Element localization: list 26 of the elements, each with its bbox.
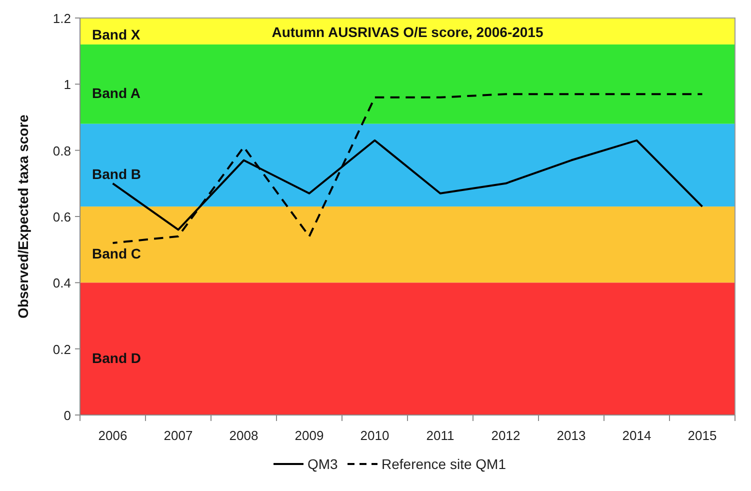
y-tick-label: 1 <box>64 77 71 92</box>
legend-label: Reference site QM1 <box>382 456 506 472</box>
band-label: Band C <box>92 246 141 262</box>
y-tick-label: 1.2 <box>52 11 71 26</box>
x-tick-label: 2014 <box>622 428 652 443</box>
y-tick-label: 0 <box>64 408 71 423</box>
x-tick-label: 2009 <box>294 428 324 443</box>
text: Autumn AUSRIVAS O/E score, 2006-2015 <box>272 24 544 40</box>
y-tick-label: 0.6 <box>52 210 71 224</box>
y-axis-title: Observed/Expected taxa score <box>15 114 31 318</box>
x-tick-label: 2015 <box>688 428 717 443</box>
x-tick-label: 2008 <box>229 428 258 443</box>
band-label: Band B <box>92 166 141 182</box>
x-tick-label: 2011 <box>426 428 454 443</box>
y-tick-label: 0.2 <box>52 342 71 357</box>
x-tick-label: 2010 <box>360 428 390 443</box>
legend-label: QM3 <box>308 456 338 472</box>
y-tick-label: 0.4 <box>52 276 71 291</box>
band-label: Band X <box>92 26 141 42</box>
y-tick-label: 0.8 <box>52 143 71 158</box>
x-tick-label: 2012 <box>491 428 520 443</box>
band-label: Band D <box>92 350 141 366</box>
x-tick-label: 2006 <box>98 428 128 443</box>
x-tick-label: 2013 <box>556 428 586 443</box>
x-tick-label: 2007 <box>164 428 193 443</box>
band-label: Band A <box>92 85 140 102</box>
